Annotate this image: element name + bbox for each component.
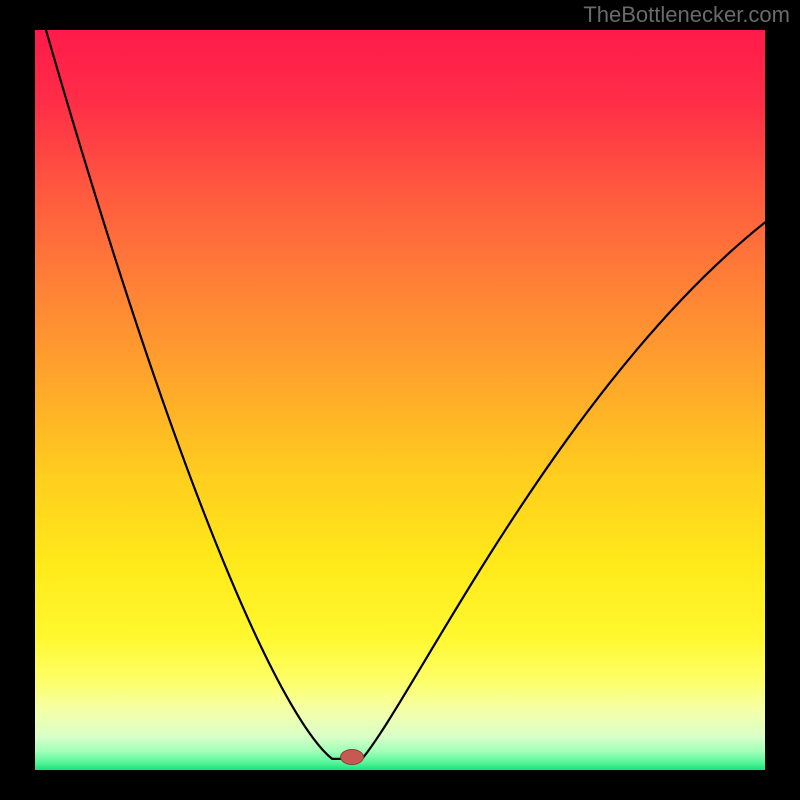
gradient-background (35, 30, 765, 770)
plot-area (35, 30, 765, 770)
plot-svg (35, 30, 765, 770)
optimum-marker (340, 749, 364, 765)
attribution-text: TheBottlenecker.com (583, 2, 790, 28)
